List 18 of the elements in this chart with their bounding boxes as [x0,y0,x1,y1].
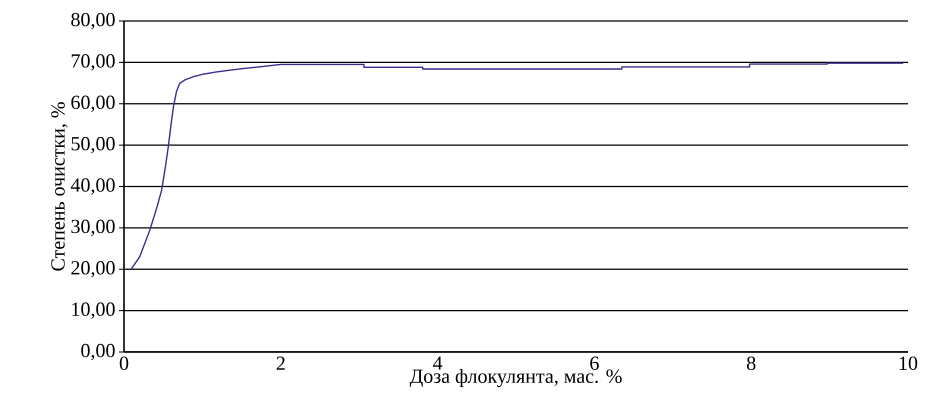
y-tick-label: 20,00 [71,261,115,278]
y-axis-title: Степень очистки, % [51,102,68,271]
y-tick-label: 70,00 [72,54,115,71]
x-tick-label: 2 [276,356,285,370]
x-tick-label: 8 [746,356,756,370]
y-tick-label: 40,00 [70,178,115,195]
x-tick-label: 4 [432,356,442,370]
y-tick-label: 0,00 [81,344,115,360]
x-tick-label: 6 [590,356,599,370]
x-tick-label: 0 [120,356,128,370]
x-tick-label: 10 [900,356,918,370]
y-tick-label: 10,00 [72,302,115,319]
y-tick-label: 80,00 [71,12,115,30]
y-tick-label: 60,00 [71,96,115,112]
y-tick-label: 50,00 [72,136,115,154]
line-series [130,62,904,270]
x-axis-title: Доза флокулянта, мас. % [410,368,622,388]
y-tick-label: 30,00 [71,220,115,236]
